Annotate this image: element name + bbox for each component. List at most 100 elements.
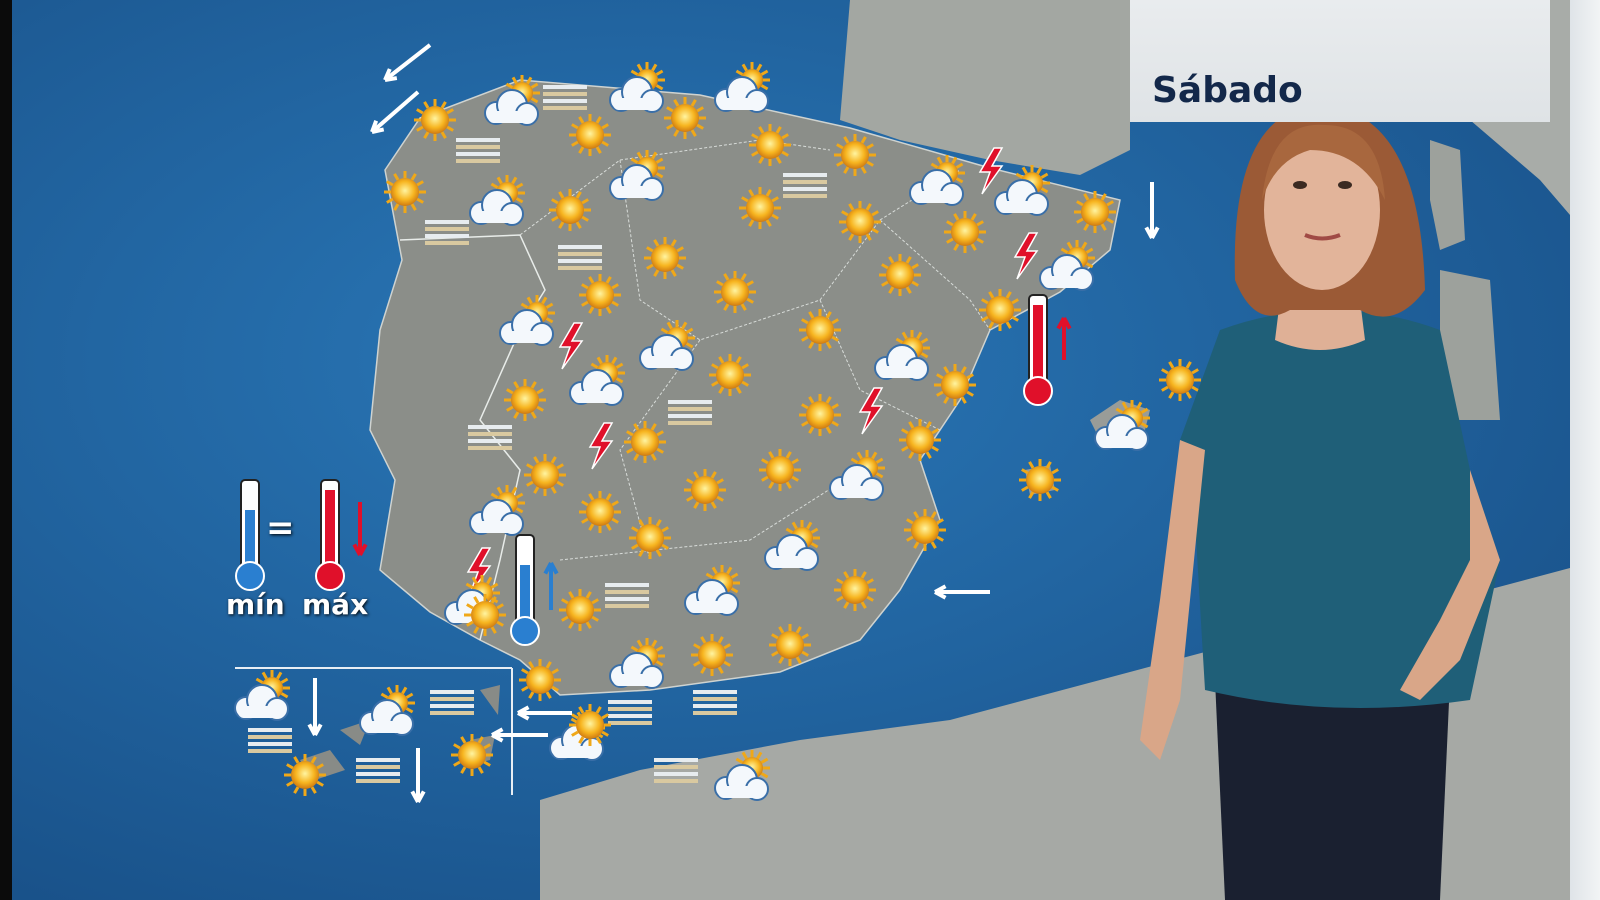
- day-title: Sábado: [1152, 70, 1303, 111]
- wind-arrow-icon: [1144, 182, 1160, 239]
- storm-lightning-icon: [978, 147, 1004, 195]
- cloud-sun-icon: [359, 685, 415, 736]
- day-title-box: Sábado: [1130, 0, 1550, 122]
- wind-arrow-icon: [1056, 317, 1072, 360]
- thermometer-hot-icon: [1023, 294, 1053, 406]
- sun-icon: [504, 379, 546, 421]
- sun-icon: [569, 704, 611, 746]
- sun-icon: [414, 99, 456, 141]
- canary-islands: [300, 685, 500, 780]
- sun-icon: [839, 201, 881, 243]
- storm-lightning-icon: [558, 322, 584, 370]
- sun-icon: [749, 124, 791, 166]
- wind-arrow-icon: [307, 678, 323, 736]
- storm-lightning-icon: [858, 387, 884, 435]
- fog-icon: [430, 690, 474, 715]
- cloud-sun-icon: [874, 330, 930, 381]
- sun-icon: [759, 449, 801, 491]
- storm-lightning-icon: [1013, 232, 1039, 280]
- cloud-sun-icon: [234, 670, 290, 721]
- cloud-sun-icon: [714, 62, 770, 113]
- wind-arrow-icon: [370, 90, 420, 134]
- legend-min-label: mín: [226, 588, 285, 621]
- sun-icon: [834, 134, 876, 176]
- fog-icon: [248, 728, 292, 753]
- cloud-sun-icon: [609, 638, 665, 689]
- fog-icon: [608, 700, 652, 725]
- cloud-sun-icon: [469, 175, 525, 226]
- region-borders: [519, 139, 991, 561]
- cloud-sun-icon: [764, 520, 820, 571]
- wind-arrow-icon: [934, 584, 990, 600]
- sun-icon: [549, 189, 591, 231]
- cloud-sun-icon: [484, 75, 540, 126]
- sun-icon: [944, 211, 986, 253]
- cloud-sun-icon: [1094, 400, 1150, 451]
- cloud-sun-icon: [569, 355, 625, 406]
- sun-icon: [739, 187, 781, 229]
- sun-icon: [664, 97, 706, 139]
- cloud-sun-icon: [829, 450, 885, 501]
- storm-lightning-icon: [466, 547, 492, 595]
- fog-icon: [605, 583, 649, 608]
- sun-icon: [579, 274, 621, 316]
- wind-arrow-icon: [517, 705, 572, 721]
- sun-icon: [904, 509, 946, 551]
- fog-icon: [425, 220, 469, 245]
- sun-icon: [934, 364, 976, 406]
- sun-icon: [1074, 191, 1116, 233]
- storm-lightning-icon: [588, 422, 614, 470]
- fog-icon: [356, 758, 400, 783]
- sun-icon: [559, 589, 601, 631]
- sun-icon: [624, 421, 666, 463]
- sun-icon: [799, 394, 841, 436]
- fog-icon: [783, 173, 827, 198]
- iberia-land: [369, 79, 1121, 696]
- cloud-sun-icon: [1039, 240, 1095, 291]
- sun-icon: [629, 517, 671, 559]
- legend-equal-sign: =: [266, 508, 295, 548]
- sun-icon: [524, 454, 566, 496]
- sun-icon: [799, 309, 841, 351]
- wind-arrow-icon: [410, 748, 426, 803]
- sun-icon: [979, 289, 1021, 331]
- thermometer-cold-icon: [510, 534, 540, 646]
- frame-edge-right: [1570, 0, 1600, 900]
- thermometer-min-legend-icon: [235, 479, 265, 591]
- sun-icon: [569, 114, 611, 156]
- cloud-sun-icon: [714, 750, 770, 801]
- fog-icon: [693, 690, 737, 715]
- sun-icon: [1159, 359, 1201, 401]
- fog-icon: [558, 245, 602, 270]
- cloud-sun-icon: [609, 150, 665, 201]
- cloud-sun-icon: [469, 485, 525, 536]
- cloud-sun-icon: [684, 565, 740, 616]
- sun-icon: [284, 754, 326, 796]
- france-land: [840, 0, 1130, 175]
- sun-icon: [709, 354, 751, 396]
- cloud-sun-icon: [499, 295, 555, 346]
- corsica-sardinia: [1430, 140, 1500, 420]
- sun-icon: [834, 569, 876, 611]
- sun-icon: [879, 254, 921, 296]
- wind-arrow-icon: [491, 727, 548, 743]
- presenter: [1140, 105, 1500, 900]
- fog-icon: [468, 425, 512, 450]
- cloud-sun-icon: [994, 165, 1050, 216]
- legend-max-label: máx: [302, 588, 369, 621]
- sun-icon: [899, 419, 941, 461]
- cloud-sun-icon: [609, 62, 665, 113]
- sun-icon: [451, 734, 493, 776]
- sun-icon: [519, 659, 561, 701]
- sun-icon: [384, 171, 426, 213]
- thermometer-max-legend-icon: [315, 479, 345, 591]
- sun-icon: [644, 237, 686, 279]
- fog-icon: [668, 400, 712, 425]
- frame-edge-left: [0, 0, 12, 900]
- sun-icon: [684, 469, 726, 511]
- fog-icon: [456, 138, 500, 163]
- cloud-sun-icon: [909, 155, 965, 206]
- sun-icon: [714, 271, 756, 313]
- sun-icon: [691, 634, 733, 676]
